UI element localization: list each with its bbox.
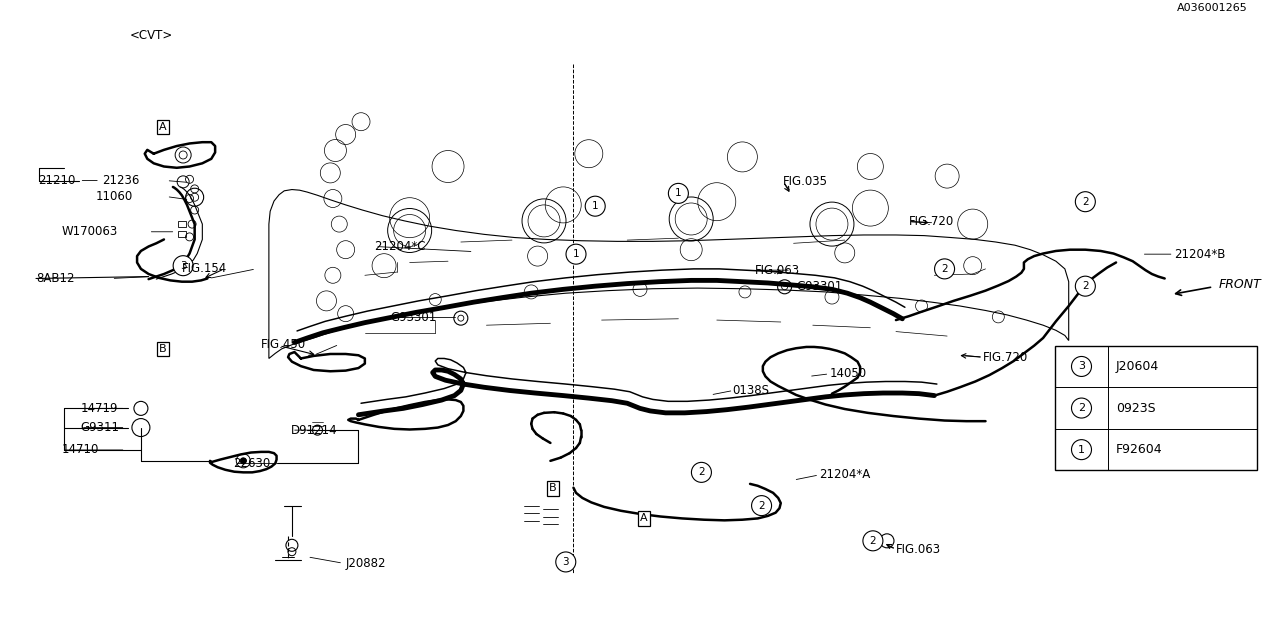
Circle shape [751, 495, 772, 516]
Text: FIG.063: FIG.063 [896, 543, 941, 556]
Text: 22630: 22630 [233, 457, 270, 470]
Text: J20604: J20604 [1116, 360, 1160, 373]
Circle shape [566, 244, 586, 264]
Text: 1: 1 [591, 201, 599, 211]
Circle shape [1071, 440, 1092, 460]
Circle shape [556, 552, 576, 572]
Bar [1055, 346, 1257, 470]
Text: FIG.720: FIG.720 [983, 351, 1028, 364]
Text: F92604: F92604 [1116, 443, 1162, 456]
Text: 2: 2 [698, 467, 705, 477]
Text: 2: 2 [1082, 196, 1089, 207]
Text: 0138S: 0138S [732, 384, 769, 397]
Text: 2: 2 [941, 264, 948, 274]
Circle shape [241, 458, 246, 464]
Circle shape [668, 184, 689, 204]
Text: B: B [549, 483, 557, 493]
Text: W170063: W170063 [61, 225, 118, 238]
Text: 21210: 21210 [38, 174, 76, 187]
Text: B: B [159, 344, 166, 354]
Text: G93301: G93301 [390, 311, 436, 324]
Circle shape [1075, 276, 1096, 296]
Circle shape [863, 531, 883, 551]
Text: 2: 2 [1082, 281, 1089, 291]
Text: A036001265: A036001265 [1178, 3, 1248, 13]
Polygon shape [269, 189, 1069, 358]
Text: 1: 1 [572, 249, 580, 259]
Text: 2: 2 [758, 500, 765, 511]
Circle shape [1071, 356, 1092, 376]
Text: 0923S: 0923S [1116, 401, 1156, 415]
Text: A: A [640, 513, 648, 524]
Bar [178, 221, 186, 227]
Text: FRONT: FRONT [1219, 278, 1261, 291]
Circle shape [173, 256, 193, 276]
Text: 2: 2 [1078, 403, 1085, 413]
Text: FIG.154: FIG.154 [182, 262, 227, 275]
Circle shape [934, 259, 955, 279]
Text: 2: 2 [869, 536, 877, 546]
Text: D91214: D91214 [291, 424, 337, 436]
Text: J20882: J20882 [346, 557, 387, 570]
Text: 3: 3 [562, 557, 570, 567]
Text: 3: 3 [179, 260, 187, 271]
Text: FIG.720: FIG.720 [909, 215, 954, 228]
Text: A: A [159, 122, 166, 132]
Text: G93301: G93301 [796, 280, 842, 292]
Text: <CVT>: <CVT> [129, 29, 173, 42]
Text: 3: 3 [1078, 362, 1085, 371]
Text: 14719: 14719 [81, 402, 118, 415]
Text: 1: 1 [675, 188, 682, 198]
Text: 21204*A: 21204*A [819, 468, 870, 481]
Circle shape [691, 462, 712, 483]
Text: 14710: 14710 [61, 444, 99, 456]
Circle shape [1071, 398, 1092, 418]
Text: 21236: 21236 [102, 174, 140, 187]
Circle shape [1075, 192, 1096, 212]
Text: FIG.035: FIG.035 [783, 175, 828, 188]
Text: 21204*B: 21204*B [1174, 248, 1225, 260]
Text: 21204*C: 21204*C [374, 240, 425, 253]
Text: G9311: G9311 [81, 421, 120, 434]
Bar [178, 230, 186, 237]
Text: FIG.063: FIG.063 [755, 264, 800, 276]
Text: 8AB12: 8AB12 [36, 272, 74, 285]
Circle shape [585, 196, 605, 216]
Text: 11060: 11060 [96, 190, 133, 203]
Text: 14050: 14050 [829, 367, 867, 380]
Text: FIG.450: FIG.450 [261, 338, 306, 351]
Text: 1: 1 [1078, 445, 1085, 454]
